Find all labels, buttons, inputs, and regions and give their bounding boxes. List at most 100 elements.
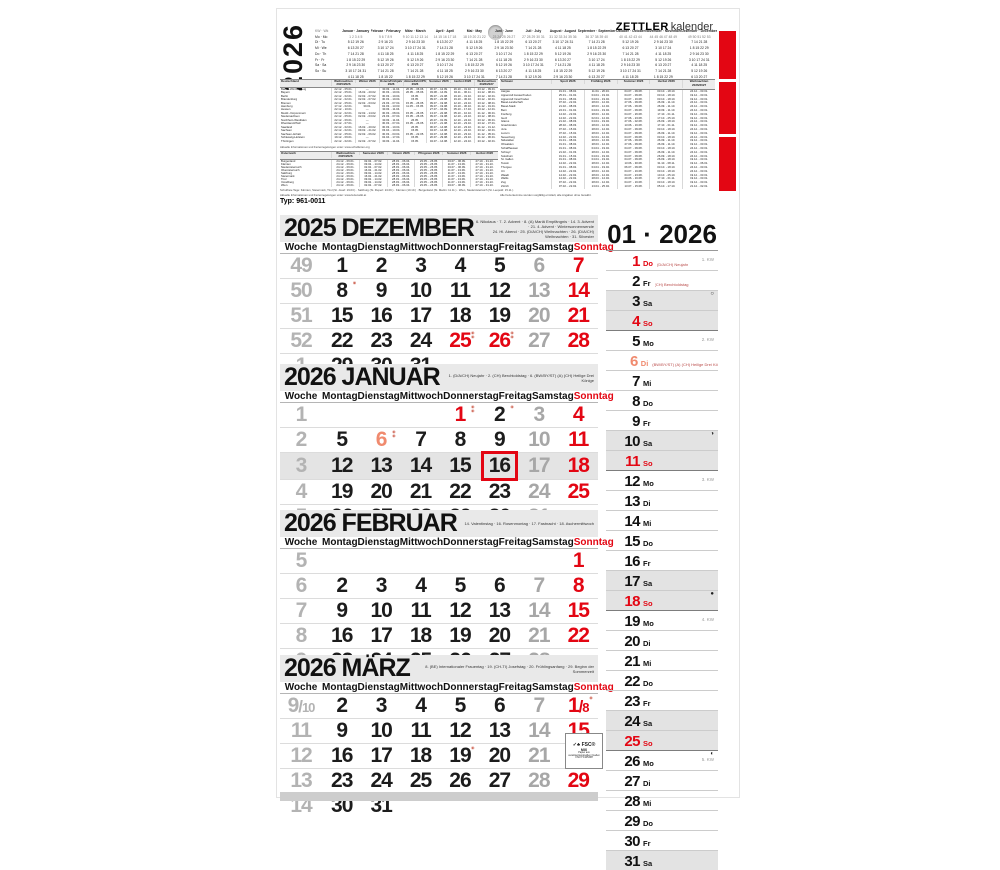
day-number: 16 [370, 304, 392, 327]
day-number: 20 [624, 633, 640, 650]
holiday-date-range: 19.12. - 03.01. [682, 124, 715, 128]
holiday-date-range: 24.12. - 06.01. [331, 178, 359, 181]
day-number: 2 [375, 254, 388, 277]
year-overview-line: 6 13 20 27 [436, 40, 453, 45]
weekday-header: Samstag [532, 391, 574, 402]
day-number: 7 [415, 428, 427, 451]
day-number: 27 [624, 773, 640, 790]
day-weekday: Sa [643, 859, 653, 868]
holiday-date-range: 04.04. - 19.04. [583, 120, 617, 125]
holiday-table-column-header: Frühling 2026 [583, 80, 617, 84]
note-deutschland: Aktuelle Informationen und Ferienregelun… [280, 145, 370, 149]
day-cell: 13 [480, 719, 519, 743]
year-overview-row-label: Di · Tu [315, 40, 325, 45]
holiday-table-row: Berlin 22.12. - 02.01. 02.02. - 07.02. 30.0… [280, 94, 498, 99]
year-overview-line: April · April [435, 29, 455, 33]
day-row: 1 Do (D/A/CH) Neujahr 1. KW [606, 250, 718, 270]
year-overview-line: 6 13 20 27 [554, 57, 571, 62]
day-number: 21 [409, 480, 432, 503]
day-cell: 3 [519, 403, 558, 427]
year-overview-line: 2 9 16 23 [378, 40, 393, 45]
month-block-dezember: 2025 DEZEMBER 6. Nikolaus · 7. 2. Advent… [280, 214, 614, 377]
region-name: Kärnten [281, 163, 291, 166]
holiday-table-row: Zug 07.02. - 22.02. 28.03. - 12.04. 04.07. … [500, 181, 715, 185]
holiday-date-range: — [402, 108, 427, 112]
holiday-date-range: 22.12. - 02.01. [331, 94, 355, 99]
holiday-date-range: 30.03. - 10.04. [378, 91, 403, 95]
holiday-table-row: St. Gallen 31.01. - 08.02. 04.04. - 19.04.… [500, 158, 715, 163]
day-cell: 11 [440, 279, 479, 303]
day-number: 9 [494, 428, 506, 451]
day-cell: 10 [361, 599, 400, 623]
day-cell: 17 [519, 454, 558, 478]
day-number: 8 [632, 393, 640, 410]
week-number: 8 [295, 624, 308, 647]
day-cell: 29 [559, 769, 598, 793]
day-cell: 1/8 ◉ [559, 694, 598, 718]
region-name: Zug [501, 181, 506, 185]
holiday-date-range: 11.07. - 13.09. [442, 181, 470, 184]
year-overview-line: 5 12 19 26 [495, 63, 512, 68]
day-weekday: Fr [643, 559, 651, 568]
holiday-date-range: 02.04. - 12.04. [583, 135, 617, 140]
day-row: 16 Fr [606, 550, 718, 570]
holiday-date-range: 04.07. - 09.08. [616, 158, 650, 163]
week-number: 49 [290, 254, 312, 277]
holiday-date-range: 28.03. - 12.04. [583, 101, 617, 106]
week-row: 1 1 ◉ ◉ 2 ◉ 3 4 [280, 403, 598, 427]
holiday-date-range: 14.02. - 22.02. [551, 116, 584, 121]
day-cell: 15 [559, 599, 598, 623]
year-overview-line: Januar · January [342, 29, 370, 33]
year-overview-line: 1 8 15 22 29 [405, 74, 425, 79]
holiday-date-range: 31.01. - 08.02. [551, 158, 584, 163]
holiday-table-title: Österreich [281, 152, 297, 155]
holiday-date-range: 26.09. - 11.10. [649, 131, 682, 136]
year-overview-line: 3 10 17 24 31 [688, 57, 710, 62]
day-cell: 15 [322, 304, 361, 328]
moon-phase-icon: ◐ [710, 751, 714, 757]
calendar-week-label: 5. KW [701, 757, 714, 762]
holiday-table-column-header: Weihnachten 2025/2026 [331, 80, 355, 87]
year-overview-line: 1 8 15 22 29 [435, 51, 455, 56]
holiday-date-range: 14.02. - 22.02. [551, 169, 584, 174]
day-number: 23 [370, 329, 392, 352]
day-number: 7 [632, 373, 640, 390]
day-cell: 2 [322, 574, 361, 598]
region-name: Meckl.-Vorpommern [281, 111, 307, 115]
day-cell: 14 [401, 454, 440, 478]
year-overview-line: 31 32 33 34 35 36 [549, 34, 577, 39]
moon-phase-icon: ◑ [710, 431, 714, 437]
region-name: Appenzell Innerrhoden [501, 97, 530, 101]
holiday-date-range: — [354, 118, 379, 123]
day-row: 29 Do [606, 810, 718, 830]
day-number: 9 [336, 599, 348, 622]
day-cell: 19 [322, 480, 361, 504]
holiday-date-range: 26.09. - 11.10. [649, 105, 682, 109]
holiday-date-range: 27.06. - 09.08. [616, 101, 650, 106]
day-cell: 12 [440, 599, 479, 623]
day-cell: 7 [519, 574, 558, 598]
year-overview-line: 49 50 51 52 53 [687, 34, 711, 39]
holiday-table-row: Uri 14.02. - 22.02. 28.03. - 12.04. 04.07. … [500, 169, 715, 174]
day-cell: 27 [480, 769, 519, 793]
holiday-date-range: 02.02. - 06.02. [354, 132, 379, 137]
year-overview-line: 7 14 21 28 [495, 74, 512, 79]
holiday-date-range: 19.12. - 03.01. [682, 139, 715, 144]
holiday-date-range: 09.02. - 14.02. [358, 163, 387, 166]
calendar-week-label: 2. KW [701, 337, 714, 342]
holiday-table-row: Oberösterreich 24.12. - 06.01. 16.02. - 21… [280, 169, 498, 172]
day-cell: 2 [361, 254, 400, 278]
day-number: 23 [488, 480, 511, 503]
year-overview-line: 2 9 16 23 30 [689, 51, 709, 56]
day-number: 8 [454, 428, 467, 451]
holiday-table-row: Obwalden 31.01. - 08.02. 28.03. - 12.04. 27… [500, 143, 715, 147]
month-title: 2026 MÄRZ [284, 654, 411, 682]
holiday-table-row: Bremen 22.12. - 05.01. 02.02. - 03.02. 23.0… [280, 101, 498, 106]
year-overview-line: 1 8 15 22 29 [494, 40, 514, 45]
holiday-date-range: 27.06. - 09.08. [616, 105, 650, 109]
day-cell: 7 [401, 428, 440, 452]
day-number: 11 [625, 453, 640, 470]
holiday-date-range: 26.10. - 31.10. [450, 87, 474, 92]
